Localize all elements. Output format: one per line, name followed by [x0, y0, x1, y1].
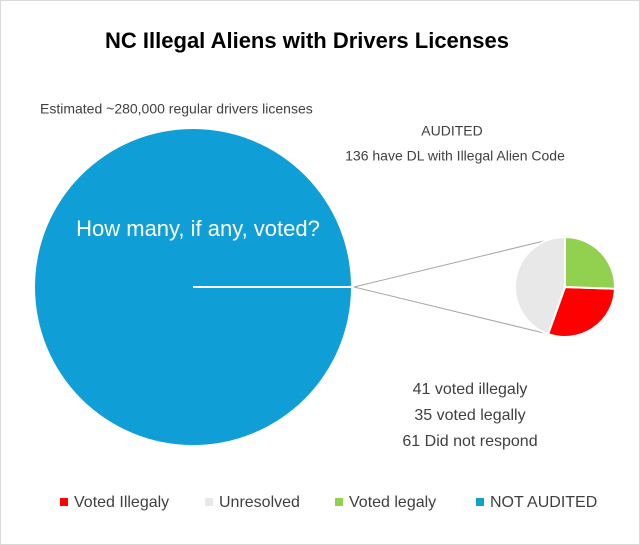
legend-label: NOT AUDITED	[490, 494, 597, 511]
connector	[353, 286, 549, 335]
chart-title: NC Illegal Aliens with Drivers Licenses	[105, 28, 509, 53]
annotation: How many, if any, voted?	[76, 216, 320, 241]
annotation: AUDITED	[421, 123, 482, 139]
legend-label: Voted Illegaly	[74, 494, 169, 511]
annotation: 41 voted illegaly	[413, 381, 528, 398]
legend-swatch	[476, 498, 484, 506]
legend-swatch	[205, 498, 213, 506]
legend-swatch	[335, 498, 343, 506]
pie-slice	[514, 235, 567, 336]
pie-slice	[546, 285, 617, 338]
annotation: 136 have DL with Illegal Alien Code	[345, 148, 565, 164]
annotation: 61 Did not respond	[402, 433, 537, 450]
pie-slice	[563, 235, 616, 290]
legend-swatch	[60, 498, 68, 506]
annotation: Estimated ~280,000 regular drivers licen…	[40, 101, 313, 117]
legend-label: Unresolved	[219, 494, 300, 511]
annotation: 35 voted legally	[414, 407, 525, 424]
legend-label: Voted legaly	[349, 494, 436, 511]
connector	[353, 239, 549, 288]
